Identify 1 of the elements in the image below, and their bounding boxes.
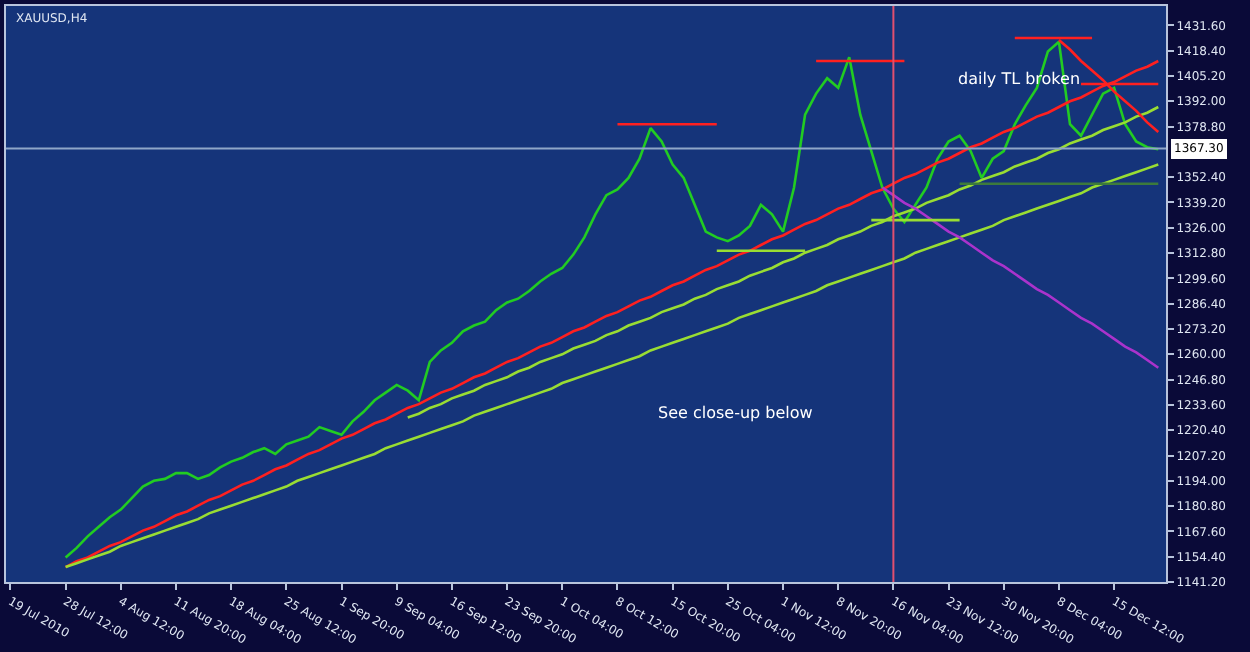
annotation: See close-up below (658, 404, 814, 422)
